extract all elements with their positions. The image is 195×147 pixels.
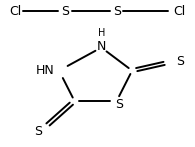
Text: S: S [176,55,184,69]
Text: Cl: Cl [174,5,186,18]
Text: HN: HN [35,64,54,77]
Text: S: S [61,5,69,18]
Text: S: S [34,125,42,138]
Text: S: S [115,98,123,111]
Text: Cl: Cl [9,5,21,18]
Text: H: H [98,28,105,38]
Text: N: N [97,40,106,53]
Text: S: S [113,5,121,18]
